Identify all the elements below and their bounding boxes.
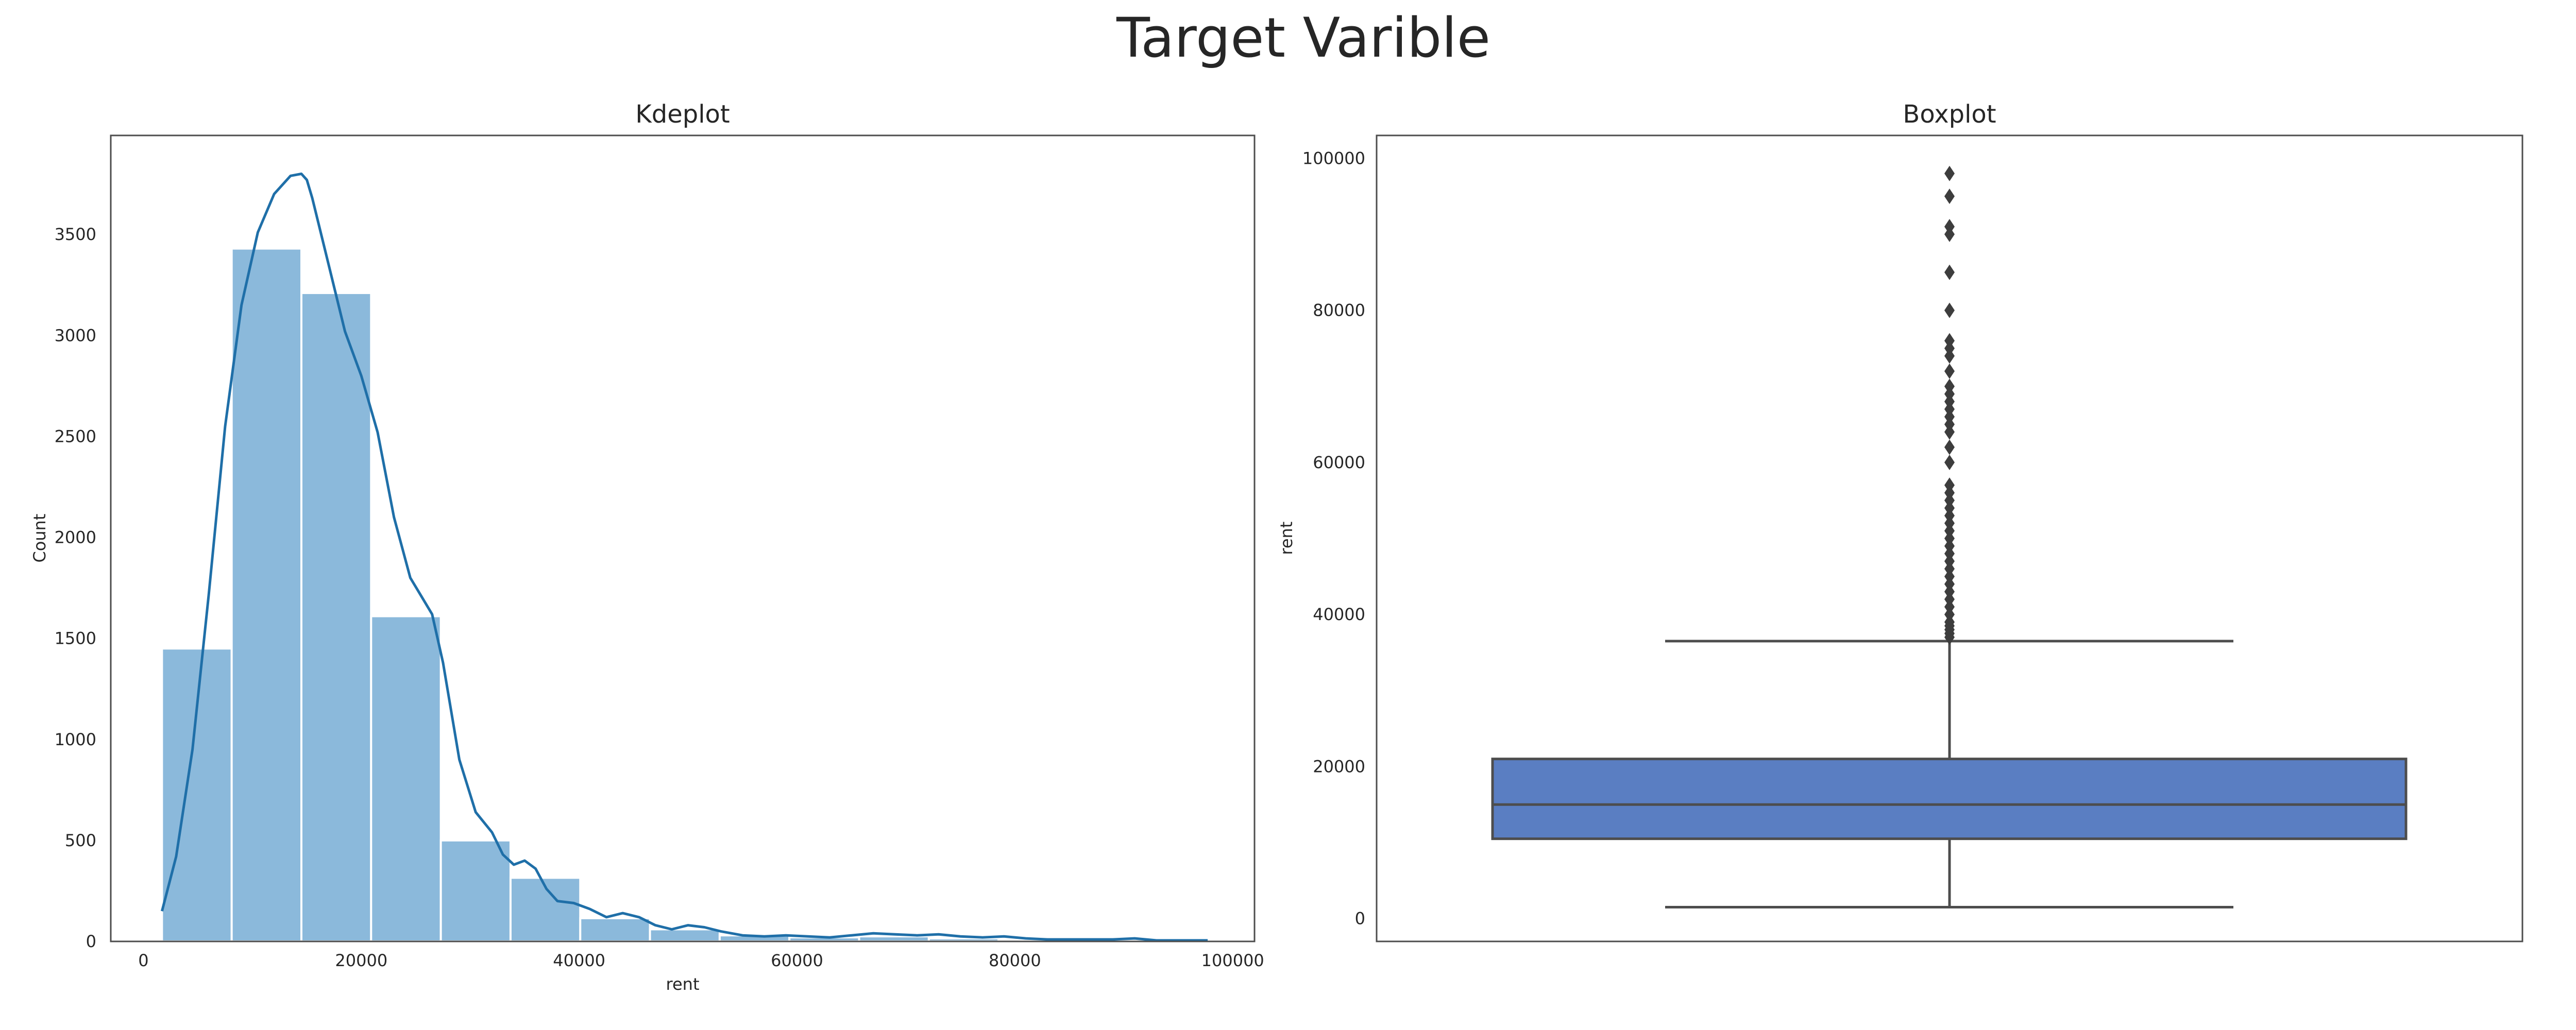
histogram-bar [579, 917, 651, 942]
y-tick-label: 60000 [1313, 453, 1365, 472]
y-tick-label: 40000 [1313, 605, 1365, 624]
kde-curve [160, 173, 1208, 942]
kdeplot-panel: Kdeplot 0 20000 40000 60000 80000 100000 0 500… [30, 100, 1264, 994]
outlier-point [1944, 165, 1955, 181]
y-tick-label: 3000 [55, 325, 96, 345]
outlier-point [1944, 477, 1955, 493]
y-tick-label: 1500 [55, 629, 96, 648]
outlier-point [1944, 454, 1955, 470]
y-tick-label: 80000 [1313, 301, 1365, 320]
kdeplot-title: Kdeplot [635, 100, 730, 129]
outlier-point [1944, 188, 1955, 204]
boxplot-panel: Boxplot 0 20000 40000 60000 80000 100000 rent [1277, 100, 2523, 942]
histogram-bar [230, 247, 302, 942]
y-tick-label: 0 [86, 932, 96, 951]
y-tick-label: 1000 [55, 730, 96, 749]
x-tick-label: 20000 [335, 951, 387, 970]
figure-title: Target Varible [1116, 6, 1490, 70]
boxplot-y-ticks: 0 20000 40000 60000 80000 100000 [1302, 148, 1365, 928]
y-tick-label: 3500 [55, 225, 96, 244]
outlier-point [1944, 219, 1955, 235]
outlier-point [1944, 379, 1955, 394]
y-tick-label: 100000 [1302, 148, 1365, 168]
boxplot-y-axis-label: rent [1277, 522, 1296, 555]
histogram-bar [161, 647, 233, 942]
outlier-point [1944, 302, 1955, 318]
outlier-point [1944, 439, 1955, 455]
histogram-bar [300, 291, 372, 942]
x-tick-label: 40000 [553, 951, 605, 970]
y-tick-label: 20000 [1313, 757, 1365, 776]
y-tick-label: 500 [65, 831, 96, 850]
y-tick-label: 0 [1355, 909, 1365, 929]
outlier-point [1944, 264, 1955, 280]
outlier-point [1944, 363, 1955, 379]
kdeplot-x-ticks: 0 20000 40000 60000 80000 100000 [138, 951, 1264, 970]
outlier-point [1944, 333, 1955, 349]
boxplot-frame [1376, 134, 2523, 942]
y-tick-label: 2500 [55, 426, 96, 446]
histogram-bar [649, 928, 721, 943]
x-tick-label: 0 [138, 951, 148, 970]
histogram-bar [439, 839, 512, 943]
boxplot-title: Boxplot [1903, 100, 1996, 129]
kdeplot-plot-area [160, 173, 1209, 943]
histogram-bar [370, 615, 442, 942]
x-tick-label: 80000 [989, 951, 1041, 970]
y-tick-label: 2000 [55, 528, 96, 547]
kdeplot-y-ticks: 0 500 1000 1500 2000 2500 3000 3500 [55, 225, 96, 951]
iqr-box [1491, 758, 2408, 840]
x-tick-label: 100000 [1201, 951, 1264, 970]
x-tick-label: 60000 [771, 951, 823, 970]
boxplot-plot-area [1491, 165, 2408, 909]
kdeplot-y-axis-label: Count [30, 513, 49, 562]
kdeplot-x-axis-label: rent [666, 974, 700, 994]
kdeplot-frame [110, 134, 1256, 942]
